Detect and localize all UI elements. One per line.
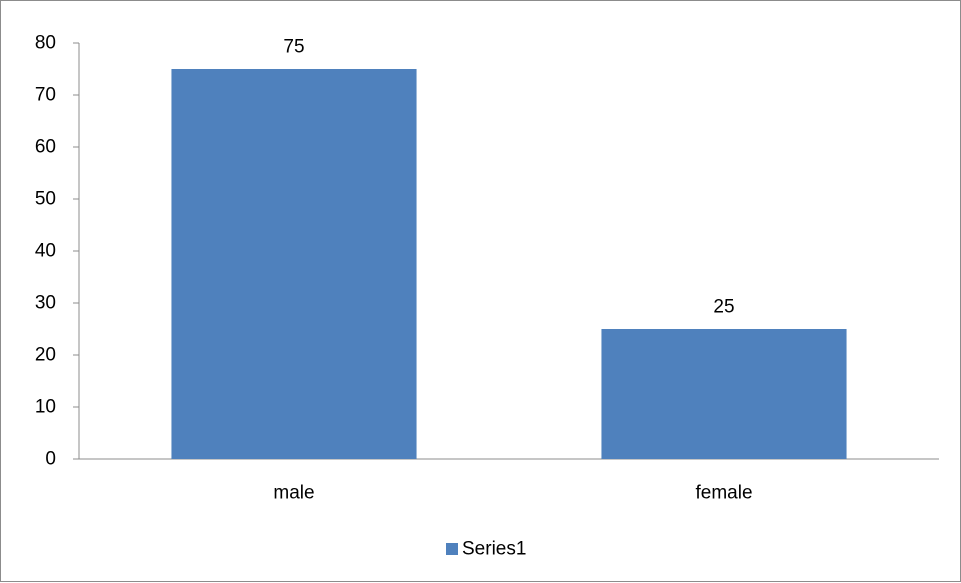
bar-male — [171, 69, 417, 459]
x-axis-labels: male female — [273, 483, 752, 504]
data-label-female: 25 — [713, 297, 734, 318]
data-label-male: 75 — [283, 37, 304, 58]
y-tick-label: 10 — [35, 397, 56, 418]
y-tick-label: 0 — [45, 449, 56, 470]
bar-female — [601, 329, 847, 459]
y-tick-label: 20 — [35, 345, 56, 366]
y-tick-label: 50 — [35, 189, 56, 210]
y-tick-label: 40 — [35, 241, 56, 262]
legend-swatch — [446, 543, 458, 555]
legend-label: Series1 — [462, 539, 526, 560]
legend: Series1 — [446, 539, 526, 560]
y-tick-label: 70 — [35, 85, 56, 106]
x-tick-label: female — [695, 483, 752, 504]
data-labels: 75 25 — [283, 37, 734, 318]
y-tick-label: 60 — [35, 137, 56, 158]
y-tick-label: 80 — [35, 33, 56, 54]
y-tick-label: 30 — [35, 293, 56, 314]
x-tick-label: male — [273, 483, 314, 504]
y-axis-ticks: 0 10 20 30 40 50 60 70 80 — [35, 33, 79, 470]
bar-series — [171, 69, 847, 459]
